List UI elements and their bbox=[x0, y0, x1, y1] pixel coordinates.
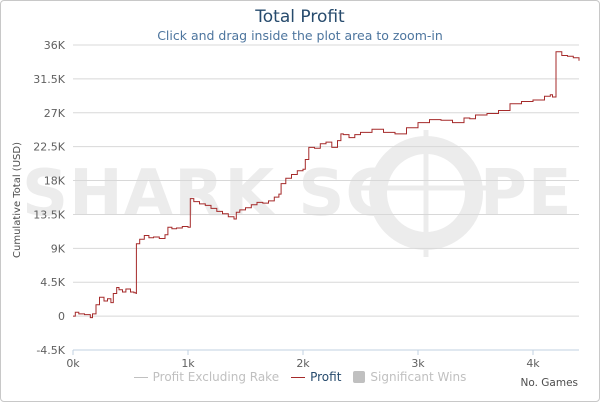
chart-subtitle: Click and drag inside the plot area to z… bbox=[157, 28, 443, 43]
y-tick-label: 22.5K bbox=[33, 141, 65, 154]
x-tick-label: 4k bbox=[526, 357, 540, 370]
series-line-profit bbox=[73, 51, 580, 319]
y-tick-label: 9K bbox=[51, 242, 66, 255]
watermark-crosshair-icon bbox=[358, 130, 493, 257]
y-tick-label: 27K bbox=[44, 107, 66, 120]
x-tick-label: 3k bbox=[411, 357, 425, 370]
y-tick-label: 4.5K bbox=[40, 276, 65, 289]
x-tick-label: 1k bbox=[181, 357, 195, 370]
legend-label: Profit Excluding Rake bbox=[152, 370, 280, 384]
legend-label: Significant Wins bbox=[370, 370, 467, 384]
legend-box-icon bbox=[353, 371, 366, 383]
watermark-text-left: SHARK SC bbox=[22, 157, 393, 231]
sharkscope-watermark: SHARK SC PE bbox=[22, 130, 573, 257]
y-tick-label: 18K bbox=[44, 175, 66, 188]
legend-line-icon bbox=[291, 376, 306, 378]
chart-legend: Profit Excluding Rake Profit Significant W… bbox=[0, 370, 600, 384]
y-tick-label: 13.5K bbox=[33, 208, 65, 221]
y-axis-label: Cumulative Total (USD) bbox=[12, 142, 23, 258]
y-tick-label: 36K bbox=[44, 39, 66, 52]
watermark-text-right: PE bbox=[480, 157, 573, 231]
x-tick-label: 2k bbox=[296, 357, 310, 370]
y-tick-label: 0 bbox=[58, 310, 65, 323]
x-axis-ticks: 0k 1k 2k 3k 4k bbox=[66, 350, 540, 370]
legend-item-profit-excluding-rake[interactable]: Profit Excluding Rake bbox=[133, 370, 280, 384]
chart-title: Total Profit bbox=[255, 7, 345, 27]
legend-line-icon bbox=[133, 376, 148, 378]
legend-item-profit[interactable]: Profit bbox=[291, 370, 341, 384]
legend-item-significant-wins[interactable]: Significant Wins bbox=[353, 370, 466, 384]
legend-label: Profit bbox=[310, 370, 342, 384]
y-tick-label: -4.5K bbox=[36, 344, 65, 357]
y-axis-ticks: -4.5K 0 4.5K 9K 13.5K 18K 22.5K 27K 31.5K 36K bbox=[33, 39, 65, 357]
x-tick-label: 0k bbox=[66, 357, 80, 370]
x-axis-title: No. Games bbox=[520, 377, 579, 389]
y-tick-label: 31.5K bbox=[33, 73, 65, 86]
